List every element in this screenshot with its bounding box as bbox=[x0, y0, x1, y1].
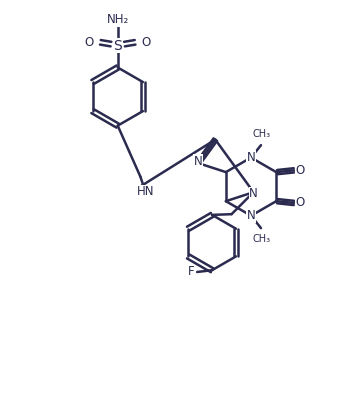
Text: O: O bbox=[296, 164, 305, 177]
Text: F: F bbox=[188, 266, 194, 278]
Text: O: O bbox=[141, 36, 151, 49]
Text: O: O bbox=[85, 36, 94, 49]
Text: HN: HN bbox=[137, 185, 154, 198]
Text: CH₃: CH₃ bbox=[253, 129, 271, 139]
Text: N: N bbox=[247, 151, 255, 164]
Text: N: N bbox=[249, 188, 258, 200]
Text: S: S bbox=[113, 38, 122, 52]
Text: N: N bbox=[194, 155, 203, 168]
Text: NH₂: NH₂ bbox=[106, 14, 129, 26]
Text: CH₃: CH₃ bbox=[253, 235, 271, 244]
Text: O: O bbox=[296, 197, 305, 209]
Text: N: N bbox=[247, 209, 255, 222]
